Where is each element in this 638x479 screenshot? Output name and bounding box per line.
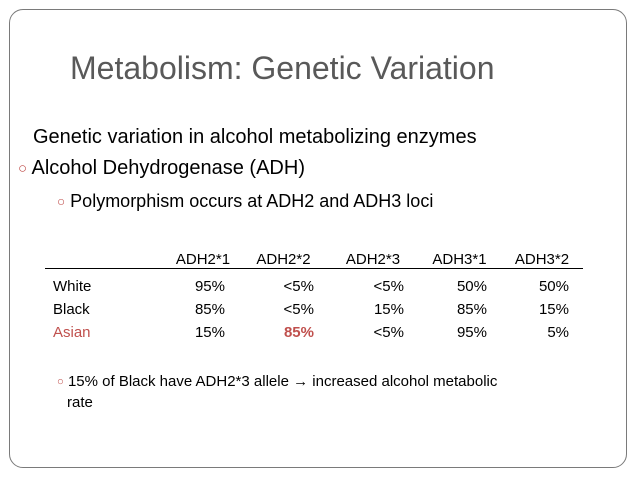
bullet-adh-text: Alcohol Dehydrogenase (ADH) xyxy=(31,157,305,179)
table-header-row: ADH2*1 ADH2*2 ADH2*3 ADH3*1 ADH3*2 xyxy=(45,250,583,269)
table-row: White 95% <5% <5% 50% 50% xyxy=(45,269,583,299)
bullet-circle-icon: ○ xyxy=(18,160,28,177)
table-cell-highlight: 85% xyxy=(283,324,314,341)
table-cell: <5% xyxy=(373,324,404,341)
slide-heading: Genetic variation in alcohol metabolizin… xyxy=(33,126,477,148)
bullet-adh: ○ Alcohol Dehydrogenase (ADH) xyxy=(18,157,305,180)
table-header-cell: ADH2*3 xyxy=(328,250,418,269)
table-cell: 15% xyxy=(538,301,569,318)
bullet-footnote: ○ 15% of Black have ADH2*3 allele → incr… xyxy=(57,372,497,412)
table-header-cell xyxy=(45,250,167,269)
table-cell: 95% xyxy=(456,324,487,341)
table-cell: 50% xyxy=(456,278,487,295)
table-row: Asian 15% 85% <5% 95% 5% xyxy=(45,321,583,344)
table-cell: <5% xyxy=(283,278,314,295)
table-header-cell: ADH2*1 xyxy=(167,250,239,269)
adh-frequency-table: ADH2*1 ADH2*2 ADH2*3 ADH3*1 ADH3*2 White… xyxy=(45,250,583,344)
table-cell: 95% xyxy=(194,278,225,295)
table-header-cell: ADH3*2 xyxy=(501,250,583,269)
bullet-polymorphism: ○ Polymorphism occurs at ADH2 and ADH3 l… xyxy=(57,191,433,212)
table-cell: 85% xyxy=(456,301,487,318)
bullet-circle-icon: ○ xyxy=(57,376,64,388)
row-label: Black xyxy=(53,301,90,318)
table-header-cell: ADH2*2 xyxy=(239,250,328,269)
row-label: Asian xyxy=(53,324,91,341)
table-row: Black 85% <5% 15% 85% 15% xyxy=(45,298,583,321)
bullet-circle-icon: ○ xyxy=(57,194,66,209)
table-header-cell: ADH3*1 xyxy=(418,250,501,269)
table-cell: 15% xyxy=(373,301,404,318)
table-cell: 50% xyxy=(538,278,569,295)
footnote-line1: 15% of Black have ADH2*3 allele → increa… xyxy=(67,373,498,390)
table-cell: <5% xyxy=(373,278,404,295)
table-cell: 15% xyxy=(194,324,225,341)
bullet-polymorphism-text: Polymorphism occurs at ADH2 and ADH3 loc… xyxy=(70,191,434,211)
slide-title: Metabolism: Genetic Variation xyxy=(70,50,495,86)
row-label: White xyxy=(53,278,92,295)
table-cell: 5% xyxy=(547,324,569,341)
slide-frame xyxy=(9,9,627,468)
table-cell: <5% xyxy=(283,301,314,318)
footnote-line2: rate xyxy=(67,394,93,411)
table-cell: 85% xyxy=(194,301,225,318)
